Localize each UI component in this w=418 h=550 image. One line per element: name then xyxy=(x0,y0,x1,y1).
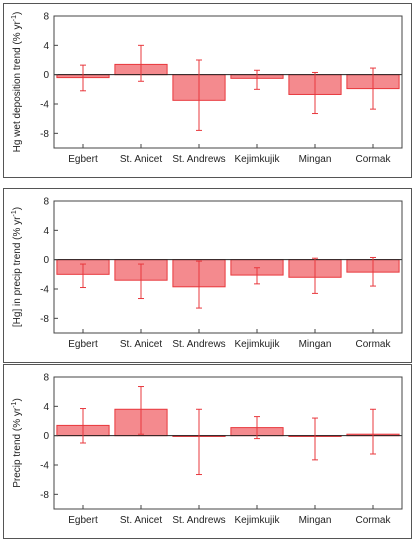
x-tick-label: Egbert xyxy=(68,339,98,350)
x-tick-label: Egbert xyxy=(68,515,98,526)
y-tick-label: -4 xyxy=(40,461,49,472)
y-tick-label: 8 xyxy=(43,197,49,208)
plot-frame xyxy=(53,15,403,149)
x-tick-label: Kejimkujik xyxy=(234,515,280,526)
y-tick-label: -8 xyxy=(40,129,49,140)
x-tick-label: St. Anicet xyxy=(120,154,162,165)
chart-svg: Hg wet deposition trend (% yr-1) 8 4 0 -4 -8 E… xyxy=(11,12,403,165)
x-tick-label: Cormak xyxy=(355,339,391,350)
x-tick-label: Kejimkujik xyxy=(234,154,280,165)
x-tick-label: St. Andrews xyxy=(172,339,225,350)
x-tick-label: St. Anicet xyxy=(120,515,162,526)
x-tick-label: Cormak xyxy=(355,515,391,526)
y-axis-label: Hg wet deposition trend (% yr-1) xyxy=(11,12,23,153)
y-tick-label: 4 xyxy=(43,41,49,52)
y-axis-label: [Hg] in precip trend (% yr-1) xyxy=(11,207,23,327)
y-tick-label: 4 xyxy=(43,402,49,413)
x-tick-label: St. Andrews xyxy=(172,154,225,165)
plot-frame xyxy=(53,200,403,334)
y-tick-label: 0 xyxy=(43,255,49,266)
chart-panel-hg-in-precip: [Hg] in precip trend (% yr-1) 8 4 0 -4 -8 Egbe… xyxy=(3,188,412,363)
plot-frame xyxy=(53,376,403,510)
x-tick-label: St. Andrews xyxy=(172,515,225,526)
chart-panel-precip: Precip trend (% yr-1) 8 4 0 -4 -8 Egbert St. An… xyxy=(3,364,412,539)
y-tick-label: -4 xyxy=(40,100,49,111)
y-axis-label: Precip trend (% yr-1) xyxy=(11,398,23,488)
y-tick-label: -4 xyxy=(40,285,49,296)
x-tick-label: Kejimkujik xyxy=(234,339,280,350)
y-tick-label: 0 xyxy=(43,431,49,442)
x-tick-label: St. Anicet xyxy=(120,339,162,350)
y-tick-label: 4 xyxy=(43,226,49,237)
x-tick-label: Mingan xyxy=(299,339,332,350)
chart-panel-hg-wet-deposition: Hg wet deposition trend (% yr-1) 8 4 0 -4 -8 E… xyxy=(3,3,412,178)
y-tick-label: 0 xyxy=(43,70,49,81)
x-tick-label: Cormak xyxy=(355,154,391,165)
x-tick-label: Egbert xyxy=(68,154,98,165)
y-tick-label: 8 xyxy=(43,373,49,384)
y-tick-label: 8 xyxy=(43,12,49,23)
x-tick-label: Mingan xyxy=(299,515,332,526)
y-tick-label: -8 xyxy=(40,314,49,325)
chart-svg: Precip trend (% yr-1) 8 4 0 -4 -8 Egbert St. An… xyxy=(11,373,403,526)
y-tick-label: -8 xyxy=(40,490,49,501)
x-tick-label: Mingan xyxy=(299,154,332,165)
chart-svg: [Hg] in precip trend (% yr-1) 8 4 0 -4 -8 Egbe… xyxy=(11,197,403,350)
